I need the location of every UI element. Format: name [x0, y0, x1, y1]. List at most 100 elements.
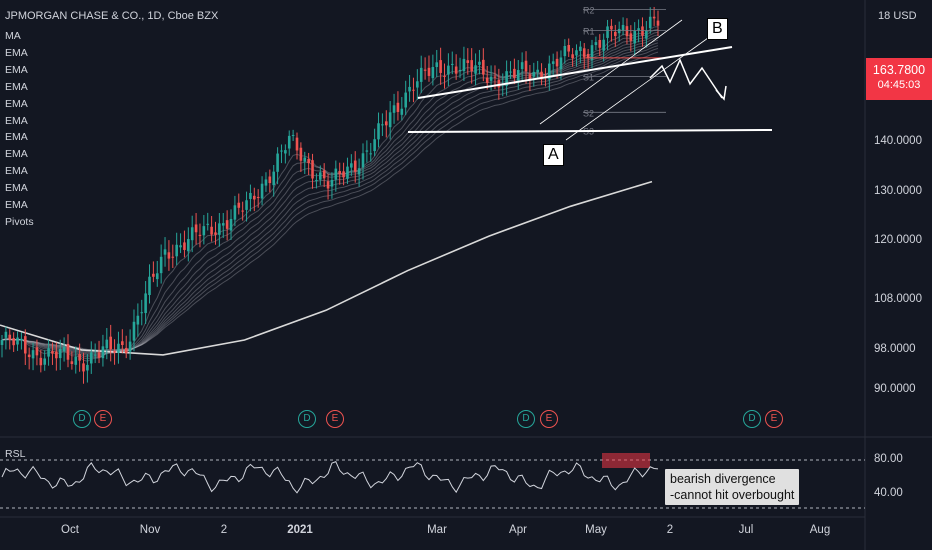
- candle-body: [582, 48, 586, 57]
- candle-body: [478, 61, 481, 65]
- rsl-line: [1, 460, 659, 494]
- ema-line: [1, 26, 659, 362]
- candle-body: [330, 179, 334, 187]
- candle-body: [575, 50, 578, 56]
- candle-body: [342, 171, 345, 178]
- candle-body: [617, 28, 621, 34]
- earnings-marker[interactable]: E: [94, 410, 112, 428]
- indicator-item[interactable]: MA: [5, 30, 21, 42]
- channel-lower-line: [565, 37, 709, 141]
- candle-body: [641, 26, 644, 36]
- candle-body: [97, 352, 101, 358]
- candle-body: [299, 147, 303, 161]
- time-tick-label: Mar: [427, 524, 447, 536]
- candle-body: [187, 239, 190, 252]
- candle-body: [384, 121, 388, 126]
- candle-body: [260, 183, 264, 199]
- candle-body: [93, 354, 97, 356]
- candle-body: [614, 31, 617, 37]
- candle-body: [284, 150, 287, 154]
- candle-body: [113, 351, 116, 353]
- dividend-marker[interactable]: D: [517, 410, 535, 428]
- annotation-a: A: [543, 144, 564, 166]
- candle-body: [8, 334, 12, 340]
- candle-body: [78, 354, 81, 361]
- candle-body: [152, 273, 155, 277]
- candle-body: [520, 62, 524, 70]
- candle-body: [497, 79, 501, 88]
- candle-body: [194, 224, 198, 233]
- candle-body: [202, 226, 206, 236]
- candle-body: [388, 112, 392, 128]
- earnings-marker[interactable]: E: [765, 410, 783, 428]
- candle-body: [338, 171, 342, 175]
- note-line-1: bearish divergence: [670, 472, 776, 486]
- candle-body: [280, 150, 283, 152]
- note-line-2: -cannot hit overbought: [670, 488, 795, 502]
- candle-body: [124, 347, 128, 354]
- candle-body: [555, 58, 559, 67]
- rsl-tick-label: 40.00: [874, 487, 903, 499]
- candle-body: [353, 160, 357, 172]
- dividend-marker[interactable]: D: [298, 410, 316, 428]
- candle-body: [594, 42, 598, 46]
- earnings-marker[interactable]: E: [540, 410, 558, 428]
- candle-body: [447, 65, 450, 75]
- candle-body: [175, 244, 178, 257]
- rsl-title[interactable]: RSL: [5, 448, 26, 460]
- indicator-item[interactable]: EMA: [5, 63, 28, 76]
- candle-body: [361, 153, 365, 168]
- ema-line: [1, 51, 659, 351]
- candle-body: [31, 350, 35, 359]
- time-tick-label: Oct: [61, 524, 79, 536]
- candle-body: [648, 16, 652, 29]
- dividend-marker[interactable]: D: [73, 410, 91, 428]
- candle-body: [586, 53, 590, 58]
- indicator-item[interactable]: EMA: [5, 148, 28, 161]
- indicator-item[interactable]: EMA: [5, 114, 28, 127]
- candle-body: [474, 65, 477, 74]
- current-price: 163.7800: [872, 63, 926, 77]
- dividend-marker[interactable]: D: [743, 410, 761, 428]
- indicator-item[interactable]: EMA: [5, 131, 28, 144]
- candle-body: [23, 336, 27, 354]
- candle-body: [303, 157, 307, 162]
- candle-body: [256, 196, 260, 199]
- time-tick-label: Jul: [738, 524, 754, 536]
- indicator-item[interactable]: EMA: [5, 165, 28, 178]
- candle-body: [450, 63, 454, 65]
- candle-body: [179, 245, 182, 248]
- indicator-item[interactable]: EMA: [5, 182, 28, 195]
- indicator-item[interactable]: EMA: [5, 199, 28, 212]
- candle-body: [190, 227, 194, 241]
- candle-body: [159, 256, 163, 274]
- candle-body: [264, 179, 268, 186]
- candle-body: [369, 153, 373, 155]
- time-tick-label: Aug: [809, 524, 831, 536]
- candle-body: [206, 223, 210, 225]
- candle-body: [210, 226, 213, 235]
- candle-body: [633, 30, 637, 44]
- chart-title[interactable]: JPMORGAN CHASE & CO., 1D, Cboe BZX: [5, 10, 219, 22]
- indicator-item[interactable]: EMA: [5, 80, 28, 93]
- candle-body: [198, 234, 202, 236]
- candle-body: [334, 168, 338, 180]
- earnings-marker[interactable]: E: [326, 410, 344, 428]
- indicator-item[interactable]: EMA: [5, 46, 28, 59]
- candle-body: [121, 341, 124, 346]
- annotation-b: B: [707, 18, 728, 40]
- projection-path: [649, 58, 723, 99]
- candle-body: [35, 347, 39, 356]
- candle-body: [466, 60, 470, 63]
- candle-body: [559, 57, 563, 70]
- indicator-item[interactable]: EMA: [5, 97, 28, 110]
- candle-body: [431, 66, 435, 79]
- candle-body: [590, 45, 594, 61]
- indicator-item[interactable]: Pivots: [5, 215, 34, 228]
- candle-body: [0, 340, 4, 345]
- candle-body: [136, 315, 140, 325]
- candle-body: [287, 135, 291, 149]
- candle-body: [551, 61, 555, 64]
- candle-body: [439, 60, 442, 73]
